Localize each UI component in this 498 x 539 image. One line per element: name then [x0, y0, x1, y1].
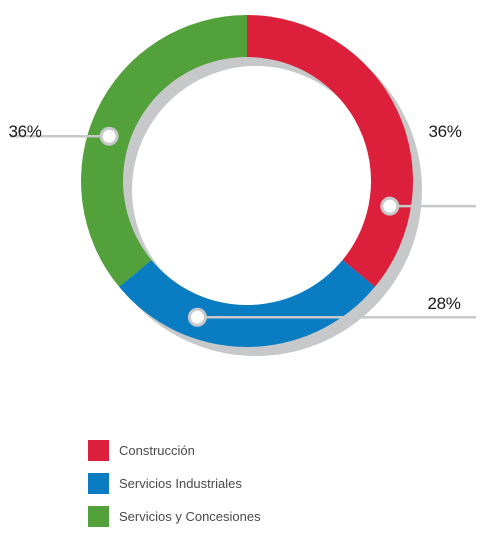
slice-servicios-concesiones: [81, 15, 248, 287]
leader-servicios-industriales-marker: [187, 307, 207, 327]
legend-swatch: [88, 439, 109, 461]
legend-swatch: [88, 472, 109, 494]
legend-label: Servicios y Concesiones: [119, 508, 261, 524]
legend-item-servicios-industriales: Servicios Industriales: [88, 472, 261, 494]
label-leaders: [10, 126, 476, 327]
leader-servicios-concesiones-marker: [99, 126, 119, 146]
donut-chart: 36% 28% 36%: [8, 15, 476, 356]
data-label-servicios-industriales: 28%: [427, 294, 460, 313]
legend-item-servicios-concesiones: Servicios y Concesiones: [88, 505, 261, 527]
slice-construccion: [247, 15, 413, 287]
slice-servicios-industriales: [119, 260, 375, 347]
leader-construccion-marker: [380, 196, 400, 216]
legend: Construcción Servicios Industriales Serv…: [88, 439, 261, 539]
data-label-construccion: 36%: [428, 122, 461, 141]
legend-label: Servicios Industriales: [119, 475, 242, 491]
legend-item-construccion: Construcción: [88, 439, 261, 461]
donut-slices: [81, 15, 413, 347]
data-label-servicios-concesiones: 36%: [8, 122, 41, 141]
legend-label: Construcción: [119, 442, 195, 458]
legend-swatch: [88, 505, 109, 527]
